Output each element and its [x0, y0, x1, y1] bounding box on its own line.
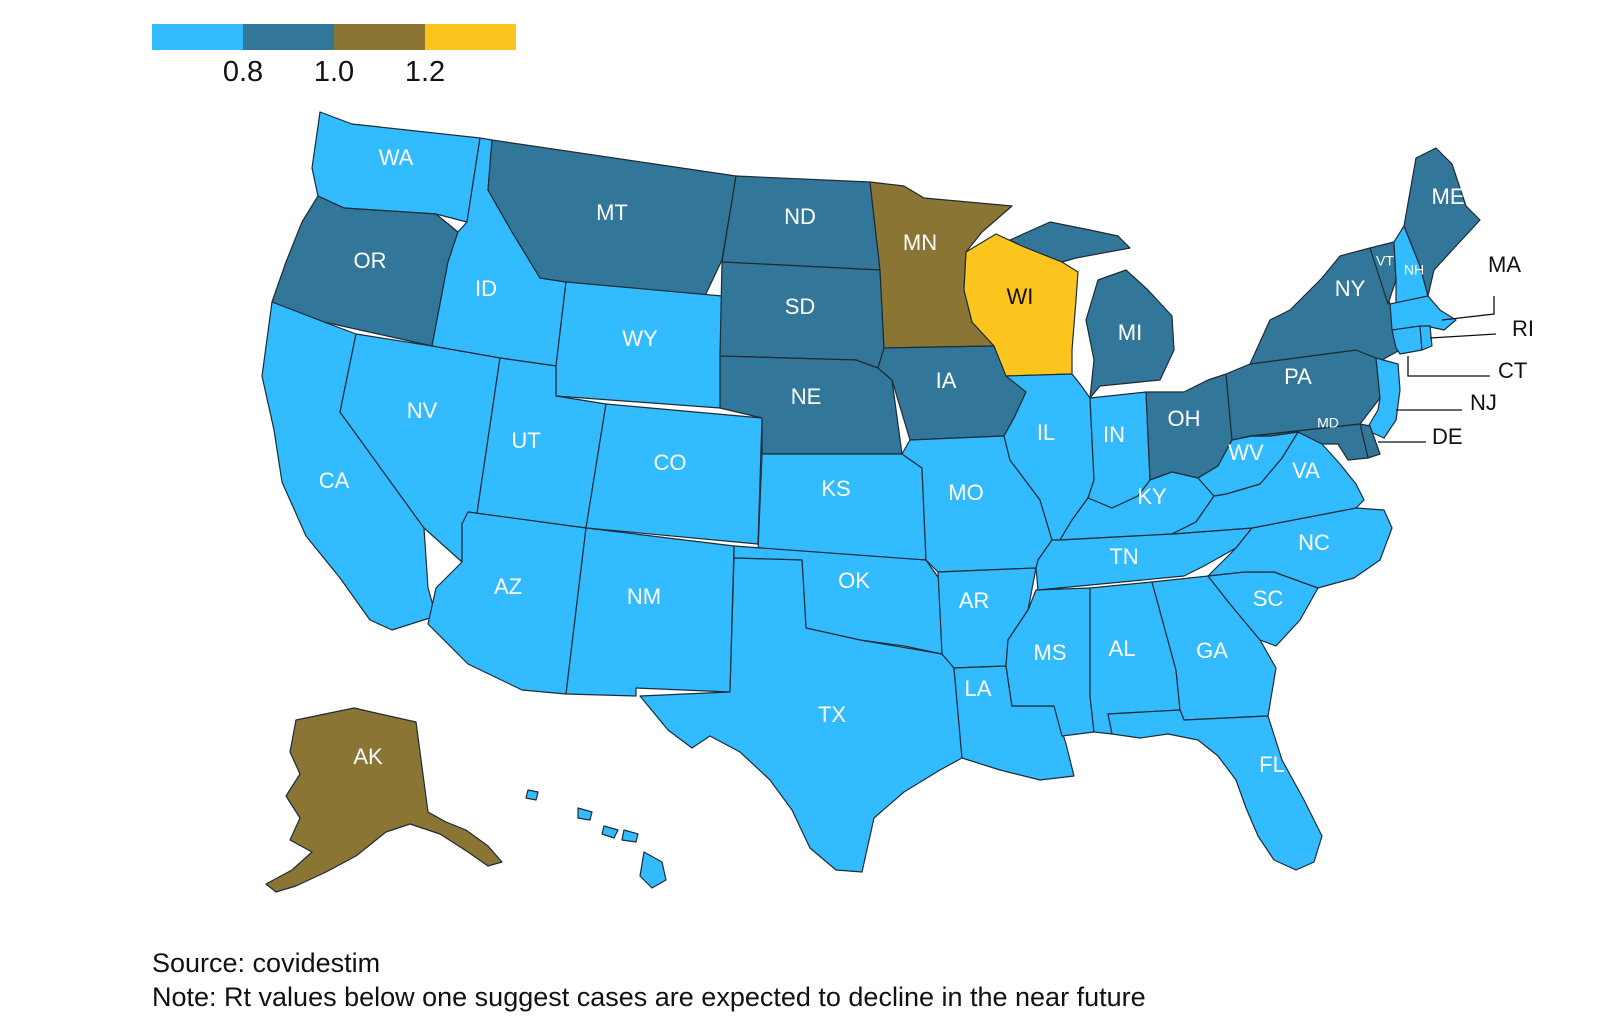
legend-swatch-1.0-1.2 [334, 24, 425, 50]
legend-tick-1.0: 1.0 [313, 56, 355, 88]
label-TX: TX [818, 702, 846, 727]
state-FL[interactable] [1107, 709, 1323, 871]
leader-CT [1407, 356, 1490, 377]
leader-RI [1429, 333, 1497, 339]
label-NM: NM [627, 584, 661, 609]
us-rt-map: WA OR CA ID NV MT WY UT AZ CO NM ND SD N… [261, 111, 1534, 893]
label-VA: VA [1292, 458, 1320, 483]
state-ME[interactable] [1403, 147, 1481, 297]
label-MS: MS [1034, 640, 1067, 665]
label-NE: NE [791, 384, 822, 409]
source-text: Source: covidestim [152, 948, 381, 978]
state-KS[interactable] [757, 453, 927, 561]
label-IN: IN [1103, 422, 1125, 447]
label-MA: MA [1488, 252, 1521, 277]
label-OR: OR [354, 248, 387, 273]
label-GA: GA [1196, 638, 1228, 663]
state-TX[interactable] [639, 557, 963, 873]
label-UT: UT [511, 428, 540, 453]
legend-swatch-below-0.8 [152, 24, 243, 50]
label-CO: CO [654, 450, 687, 475]
label-MT: MT [596, 200, 628, 225]
label-CA: CA [319, 468, 350, 493]
state-MD[interactable] [1251, 423, 1369, 461]
legend-swatch-0.8-1.0 [243, 24, 334, 50]
label-OH: OH [1168, 406, 1201, 431]
label-OK: OK [838, 568, 870, 593]
label-ND: ND [784, 204, 816, 229]
label-PA: PA [1284, 364, 1312, 389]
state-NJ[interactable] [1365, 357, 1401, 439]
label-ME: ME [1432, 184, 1465, 209]
state-MI[interactable] [1009, 221, 1175, 399]
leader-MA [1441, 296, 1495, 321]
legend: 0.8 1.0 1.2 [152, 24, 516, 94]
label-CT: CT [1498, 358, 1527, 383]
state-CT[interactable] [1391, 325, 1423, 355]
label-WV: WV [1228, 440, 1264, 465]
label-WI: WI [1007, 284, 1034, 309]
label-RI: RI [1512, 316, 1534, 341]
label-NJ: NJ [1470, 390, 1497, 415]
label-MD: MD [1317, 415, 1339, 431]
label-ID: ID [475, 276, 497, 301]
state-NM[interactable] [565, 527, 735, 697]
state-RI[interactable] [1419, 325, 1433, 351]
label-KS: KS [821, 476, 850, 501]
footer: Source: covidestim Note: Rt values below… [152, 946, 1146, 1014]
state-WY[interactable] [555, 281, 723, 409]
label-AR: AR [959, 588, 990, 613]
label-WY: WY [622, 326, 658, 351]
label-AZ: AZ [494, 574, 522, 599]
label-AL: AL [1109, 636, 1136, 661]
note-text: Note: Rt values below one suggest cases … [152, 982, 1146, 1012]
state-TN[interactable] [1035, 527, 1253, 591]
label-NH: NH [1404, 262, 1424, 278]
label-NV: NV [407, 398, 438, 423]
label-SC: SC [1253, 586, 1284, 611]
label-MN: MN [903, 230, 937, 255]
label-KY: KY [1137, 484, 1167, 509]
label-FL: FL [1259, 752, 1285, 777]
label-IL: IL [1037, 420, 1055, 445]
label-MI: MI [1118, 320, 1142, 345]
label-NY: NY [1335, 276, 1366, 301]
label-LA: LA [965, 676, 992, 701]
label-SD: SD [785, 294, 816, 319]
label-NC: NC [1298, 530, 1330, 555]
label-DE: DE [1432, 424, 1463, 449]
legend-tick-1.2: 1.2 [404, 56, 446, 88]
state-AK[interactable] [265, 707, 503, 893]
label-MO: MO [948, 480, 983, 505]
legend-tick-0.8: 0.8 [222, 56, 264, 88]
label-AK: AK [353, 744, 383, 769]
label-VT: VT [1376, 253, 1394, 269]
legend-swatch-above-1.2 [425, 24, 516, 50]
label-WA: WA [379, 145, 414, 170]
label-TN: TN [1109, 544, 1138, 569]
label-IA: IA [936, 368, 957, 393]
state-HI[interactable] [525, 789, 667, 889]
